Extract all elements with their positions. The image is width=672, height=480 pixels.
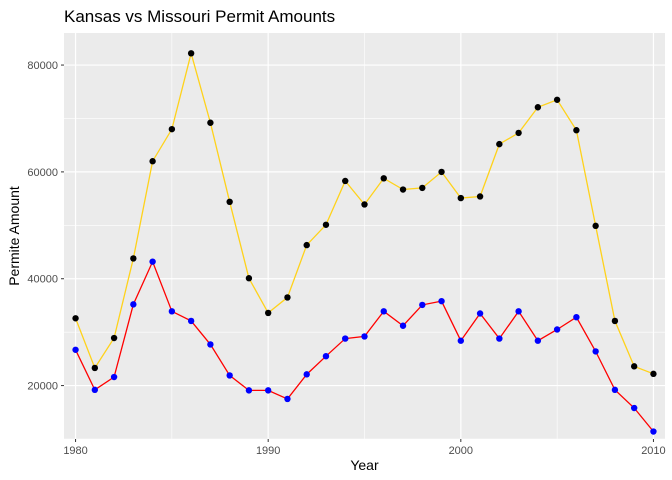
- data-point-s2: [168, 308, 176, 315]
- data-point-s1: [187, 50, 195, 57]
- data-point-s1: [226, 198, 233, 206]
- data-point-s1: [476, 193, 484, 200]
- data-point-s2: [322, 352, 330, 360]
- data-point-s1: [573, 127, 580, 134]
- data-point-s2: [476, 310, 484, 317]
- y-tick-label: 20000: [27, 381, 58, 393]
- data-point-s1: [245, 275, 253, 282]
- data-point-s2: [515, 308, 522, 315]
- series-points: [72, 50, 657, 435]
- data-point-s1: [650, 370, 657, 378]
- data-point-s1: [207, 119, 214, 126]
- data-point-s2: [592, 348, 599, 355]
- data-point-s2: [650, 428, 657, 435]
- data-point-s1: [399, 186, 407, 193]
- data-point-s2: [611, 386, 619, 394]
- data-point-s1: [322, 221, 330, 228]
- data-point-s1: [361, 201, 368, 208]
- data-point-s2: [438, 297, 445, 305]
- x-tick-label: 2010: [641, 445, 665, 457]
- x-axis: 1980 1990 2000 2010: [63, 439, 666, 457]
- data-point-s1: [168, 125, 176, 133]
- data-point-s1: [592, 222, 599, 230]
- data-point-s2: [149, 258, 156, 265]
- data-point-s2: [534, 337, 542, 344]
- data-point-s2: [226, 372, 233, 379]
- y-tick-label: 80000: [27, 60, 58, 72]
- data-point-s1: [110, 334, 118, 342]
- data-point-s1: [284, 294, 291, 301]
- data-point-s1: [419, 184, 426, 192]
- data-point-s1: [72, 315, 79, 322]
- data-point-s2: [496, 335, 503, 342]
- data-point-s2: [419, 301, 426, 309]
- data-point-s1: [91, 364, 99, 372]
- data-point-s1: [438, 168, 445, 176]
- data-point-s1: [630, 363, 638, 370]
- data-point-s2: [380, 308, 387, 315]
- data-point-s2: [457, 337, 465, 344]
- data-point-s2: [187, 317, 195, 325]
- data-point-s2: [361, 333, 368, 340]
- data-point-s1: [303, 241, 310, 249]
- data-point-s2: [264, 387, 272, 394]
- data-point-s2: [207, 341, 214, 348]
- data-point-s1: [534, 104, 542, 111]
- y-tick-label: 40000: [27, 274, 58, 286]
- x-tick-label: 1980: [63, 445, 87, 457]
- data-point-s2: [553, 326, 561, 333]
- chart-title: Kansas vs Missouri Permit Amounts: [64, 7, 335, 26]
- y-tick-label: 60000: [27, 167, 58, 179]
- data-point-s1: [611, 317, 619, 325]
- data-point-s1: [342, 177, 349, 185]
- data-point-s2: [72, 346, 79, 353]
- grid-minor: [64, 33, 665, 440]
- data-point-s2: [399, 322, 407, 329]
- x-axis-title: Year: [350, 457, 379, 473]
- data-point-s2: [110, 373, 118, 381]
- data-point-s2: [91, 386, 99, 394]
- data-point-s2: [342, 335, 349, 342]
- data-point-s2: [284, 395, 291, 403]
- x-tick-label: 1990: [256, 445, 280, 457]
- data-point-s1: [553, 96, 561, 103]
- data-point-s1: [496, 140, 503, 148]
- data-point-s1: [515, 129, 522, 137]
- data-point-s2: [630, 404, 638, 412]
- x-tick-label: 2000: [449, 445, 473, 457]
- data-point-s1: [380, 175, 387, 182]
- data-point-s2: [130, 301, 137, 308]
- grid-major: [64, 33, 665, 439]
- data-point-s2: [303, 371, 310, 378]
- data-point-s1: [457, 194, 465, 202]
- data-point-s1: [149, 158, 156, 165]
- y-axis-title: Permite Amount: [6, 186, 22, 286]
- data-point-s1: [264, 309, 272, 317]
- y-axis: 20000 40000 60000 80000: [27, 60, 64, 393]
- data-point-s1: [130, 255, 137, 262]
- data-point-s2: [573, 314, 580, 321]
- data-point-s2: [245, 387, 253, 394]
